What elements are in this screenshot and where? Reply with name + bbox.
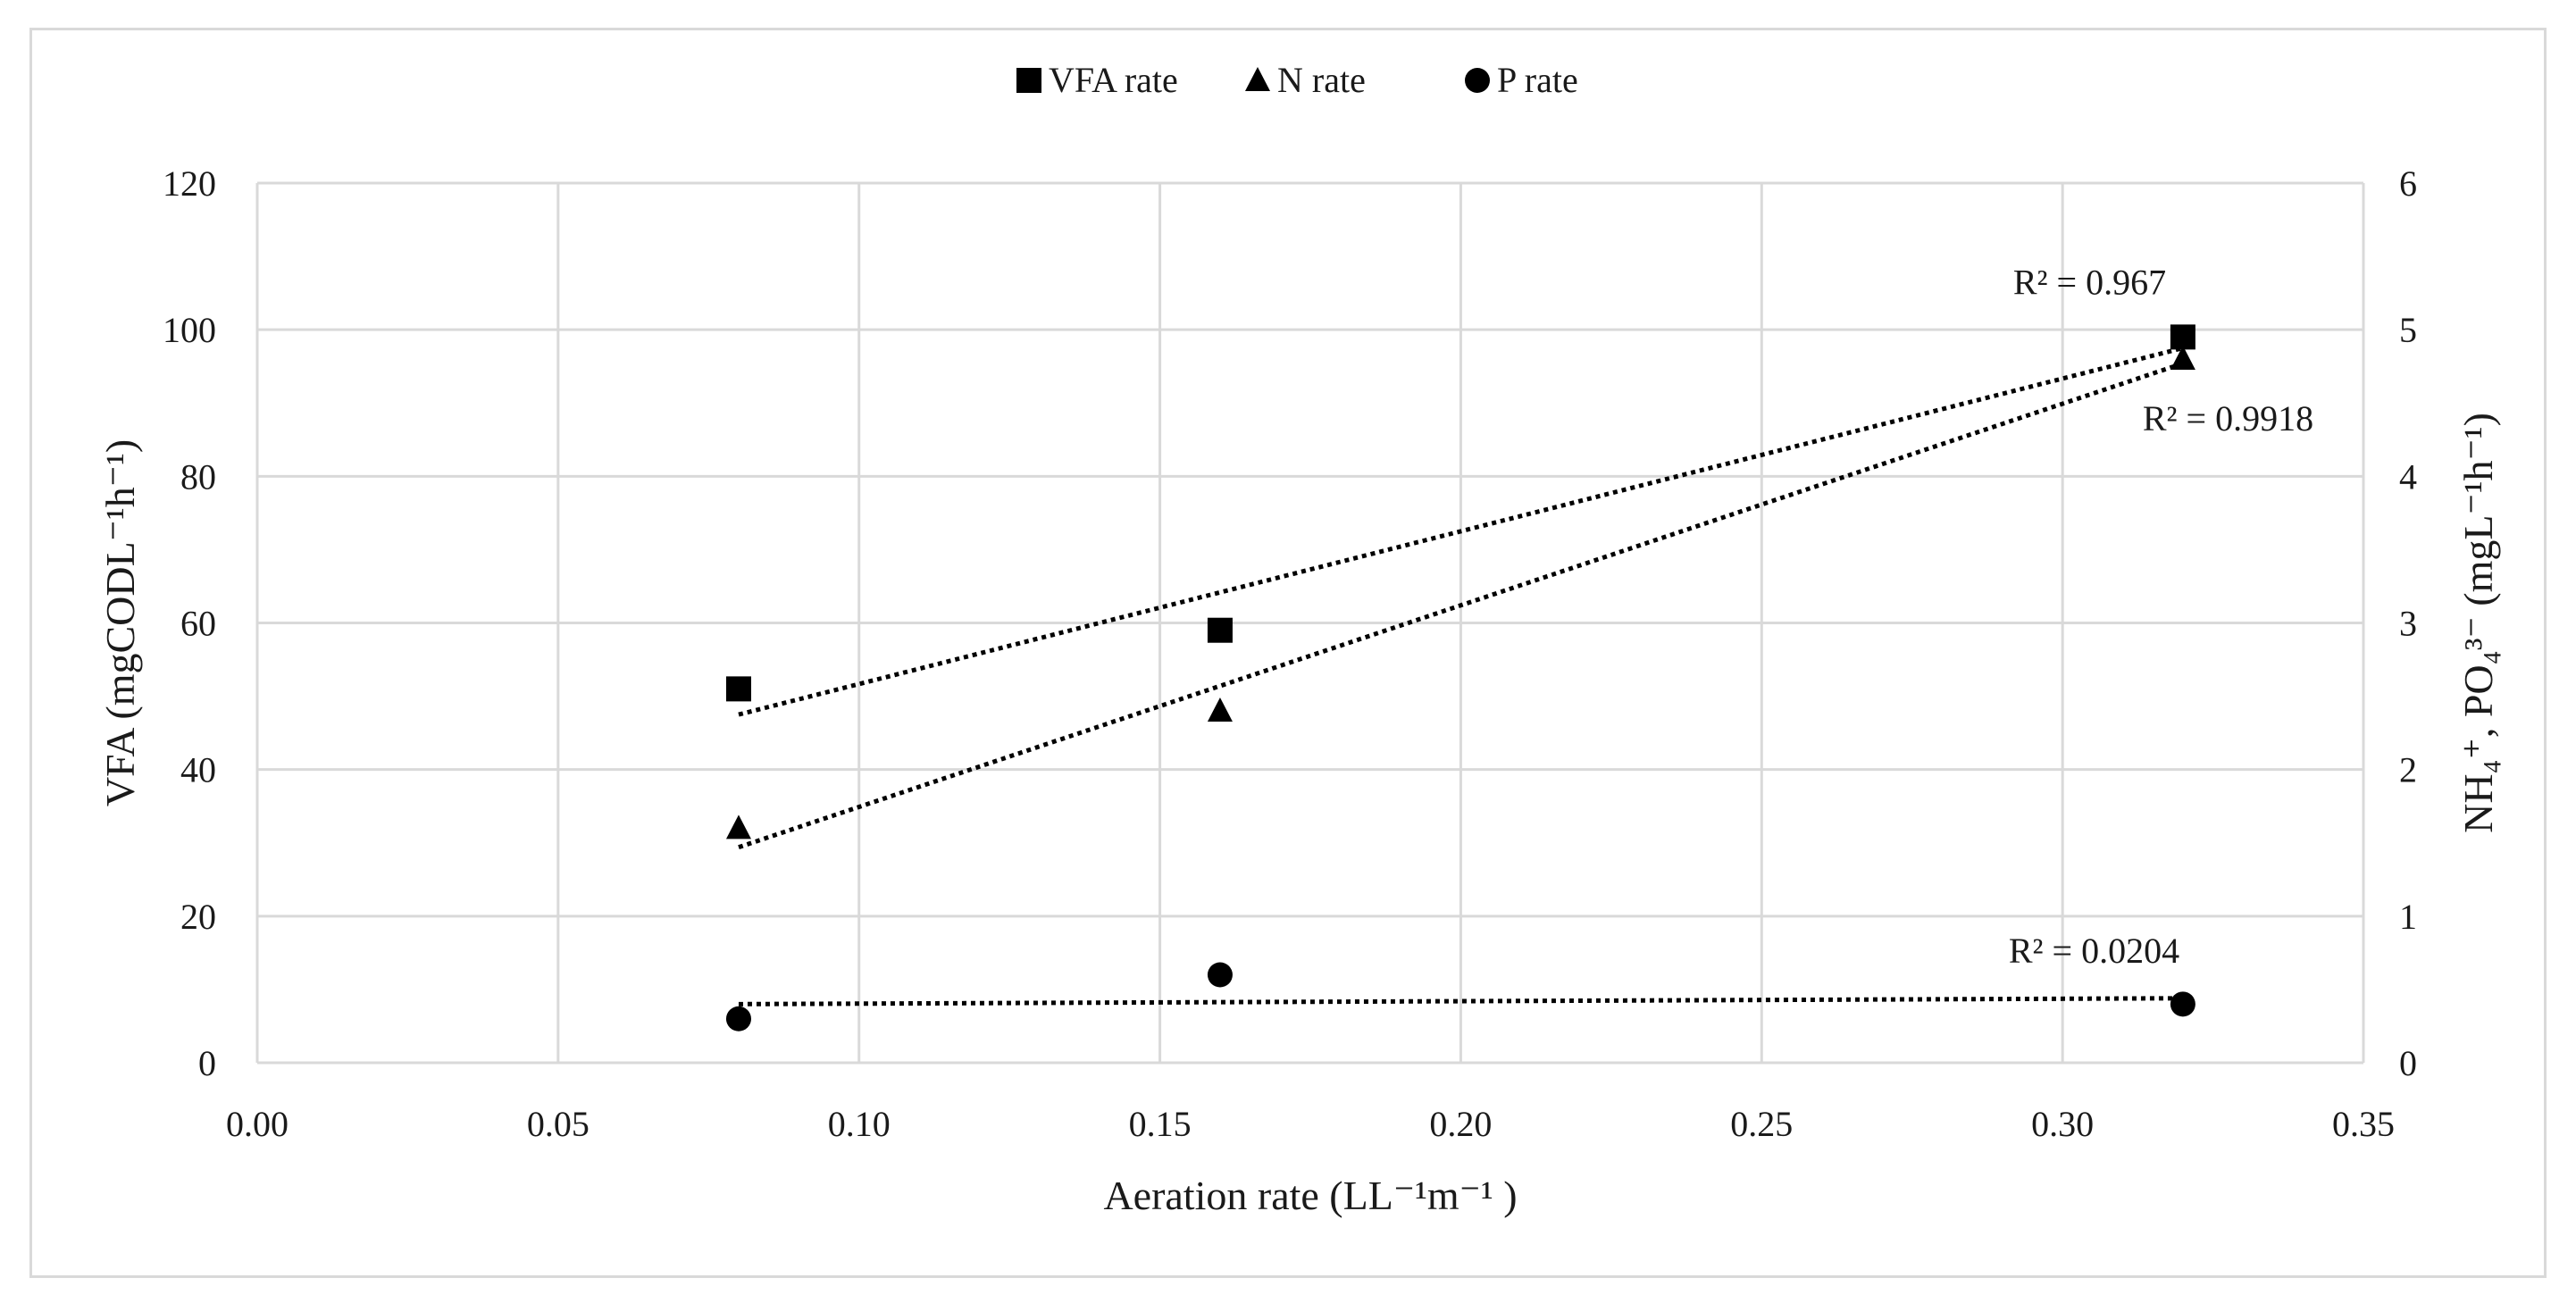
y-left-tick-label: 20 [180, 897, 216, 937]
x-tick-label: 0.05 [527, 1104, 590, 1144]
x-axis-title: Aeration rate (LL⁻¹m⁻¹ ) [1103, 1173, 1517, 1218]
y-left-tick-label: 60 [180, 604, 216, 644]
y-left-tick-label: 80 [180, 456, 216, 497]
data-point-circle [2170, 991, 2195, 1017]
data-point-triangle [2170, 346, 2195, 370]
r2-label-triangle: R² = 0.9918 [2143, 398, 2313, 439]
x-tick-label: 0.35 [2332, 1104, 2395, 1144]
trendline-triangle [738, 361, 2184, 850]
data-point-circle [725, 1006, 751, 1032]
y-right-tick-label: 1 [2399, 897, 2417, 937]
legend-label-circle: P rate [1497, 60, 1578, 100]
legend-label-square: VFA rate [1049, 60, 1178, 100]
r2-label-square: R² = 0.967 [2013, 263, 2166, 303]
y-right-tick-label: 6 [2399, 163, 2417, 204]
chart-frame [29, 28, 2547, 1278]
x-tick-label: 0.15 [1129, 1104, 1192, 1144]
y-left-tick-label: 120 [163, 163, 216, 204]
data-point-square [1016, 68, 1041, 93]
data-point-circle [1207, 962, 1233, 988]
x-tick-label: 0.00 [226, 1104, 289, 1144]
y-left-axis-title: VFA (mgCODL⁻¹h⁻¹) [97, 439, 143, 806]
data-point-triangle [1245, 67, 1270, 91]
data-point-square [725, 676, 751, 702]
x-tick-label: 0.10 [828, 1104, 891, 1144]
data-point-circle [1465, 68, 1490, 93]
x-tick-label: 0.30 [2031, 1104, 2094, 1144]
y-left-tick-label: 100 [163, 310, 216, 350]
axes: 0.00 0.05 0.10 0.15 0.20 0.25 0.30 0.3502040608… [163, 163, 2417, 1144]
trendline-square [738, 346, 2184, 717]
x-tick-label: 0.20 [1429, 1104, 1492, 1144]
data-point-square [2170, 324, 2195, 350]
data-markers [725, 324, 2195, 1032]
y-left-tick-label: 0 [198, 1043, 216, 1083]
trendlines [738, 346, 2184, 1006]
y-right-tick-label: 0 [2399, 1043, 2417, 1083]
data-point-triangle [725, 814, 751, 839]
legend: VFA rate N rate P rate [1016, 60, 1578, 100]
y-right-tick-label: 2 [2399, 750, 2417, 790]
data-point-square [1207, 617, 1233, 643]
r2-label-circle: R² = 0.0204 [2009, 931, 2179, 971]
y-right-tick-label: 3 [2399, 604, 2417, 644]
legend-label-triangle: N rate [1277, 60, 1366, 100]
labels: Aeration rate (LL⁻¹m⁻¹ ) VFA (mgCODL⁻¹h⁻¹… [97, 263, 2501, 1218]
y-right-tick-label: 5 [2399, 310, 2417, 350]
y-right-axis-title: NH₄⁺, PO₄³⁻ (mgL⁻¹h⁻¹) [2455, 413, 2501, 833]
x-tick-label: 0.25 [1730, 1104, 1793, 1144]
y-left-tick-label: 40 [180, 750, 216, 790]
y-right-tick-label: 4 [2399, 456, 2417, 497]
gridlines [255, 181, 2365, 1065]
data-point-triangle [1207, 697, 1233, 722]
